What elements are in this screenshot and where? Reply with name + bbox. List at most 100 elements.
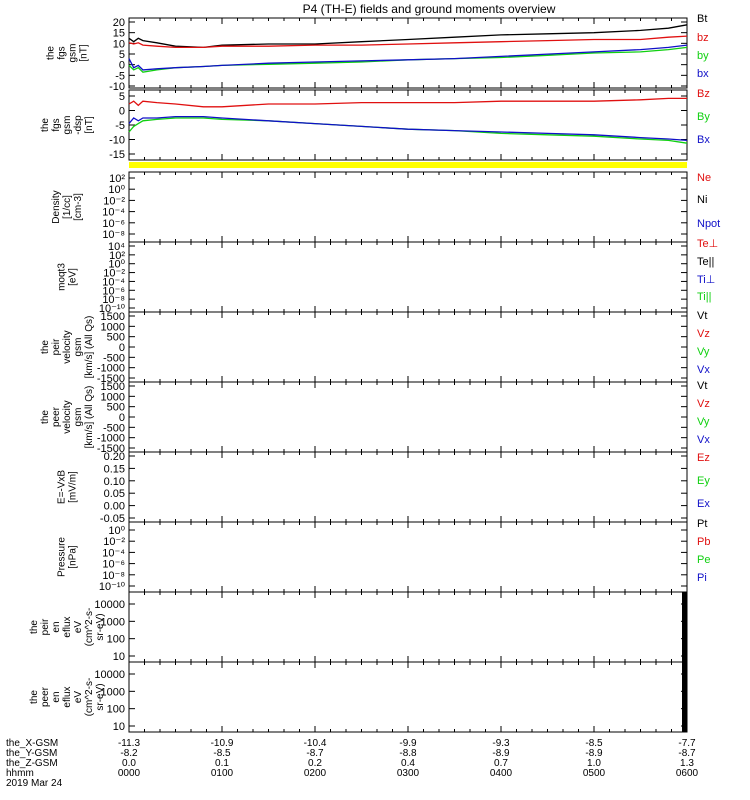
x-tick-value: -10.9 — [211, 738, 234, 749]
y-tick-label: 100 — [107, 704, 125, 716]
y-tick-label: 100 — [107, 634, 125, 646]
y-tick-label: 500 — [107, 402, 125, 414]
y-tick-label: 10000 — [94, 599, 125, 611]
y-tick-label: -0.05 — [100, 513, 125, 525]
y-axis-label: the — [40, 410, 51, 424]
legend-Pe: Pe — [697, 554, 710, 566]
legend-Vx: Vx — [697, 364, 710, 376]
y-tick-label: 15 — [113, 28, 125, 40]
y-tick-label: 10⁻⁸ — [102, 229, 125, 241]
y-tick-label: 10⁻⁸ — [102, 294, 125, 306]
panel-2: -15 -10 -5 0 5 the fgs gsm -dsp [nT] Bz By Bx — [40, 88, 710, 161]
series-line-by — [128, 117, 688, 144]
y-axis-label: Density — [51, 190, 62, 223]
legend-Ne: Ne — [697, 172, 711, 184]
y-tick-label: 10 — [113, 38, 125, 50]
y-tick-label: 10⁻² — [103, 536, 125, 548]
legend-Pb: Pb — [697, 536, 710, 548]
y-tick-label: 10 — [113, 651, 125, 663]
y-tick-label: -1000 — [97, 433, 125, 445]
y-tick-label: 1000 — [101, 321, 125, 333]
x-tick-value: 0600 — [676, 768, 699, 779]
x-tick-value: -8.7 — [306, 748, 324, 759]
legend-Bz: Bz — [697, 88, 710, 100]
legend-Vt: Vt — [697, 310, 707, 322]
x-tick-value: 0.0 — [122, 758, 136, 769]
y-axis-label: gsm — [68, 44, 79, 63]
x-tick-value: 0300 — [397, 768, 420, 779]
y-axis-label: peer — [40, 686, 51, 707]
series-line-by — [128, 46, 688, 73]
y-axis-label: the — [40, 340, 51, 354]
legend-Vy: Vy — [697, 416, 710, 428]
y-axis-label: the — [29, 690, 40, 704]
legend-Ti⊥: Ti⊥ — [697, 274, 715, 286]
panel-9: 10 100 1000 10000 the peir en eflux eV (cm^2-s-sr… — [29, 591, 688, 663]
legend-bx: bx — [697, 68, 709, 80]
x-row-label: the_Z-GSM — [6, 758, 58, 769]
y-axis-label: [cm-3] — [73, 193, 84, 221]
y-tick-label: 5 — [119, 49, 125, 61]
y-axis-label: [eV] — [68, 268, 79, 286]
y-axis-label: moqt3 — [57, 263, 68, 291]
y-tick-label: 10000 — [94, 669, 125, 681]
panel-frame — [128, 241, 688, 313]
y-tick-label: 10⁴ — [108, 241, 125, 253]
y-axis-label: -dsp — [73, 115, 84, 135]
y-axis-label: velocity — [62, 400, 73, 433]
y-axis-label: gsm — [73, 408, 84, 427]
y-axis-label: the — [40, 118, 51, 132]
y-axis-label: fgs — [57, 46, 68, 59]
y-tick-label: 10⁰ — [108, 184, 125, 196]
y-tick-label: -500 — [103, 352, 125, 364]
x-tick-value: -8.9 — [492, 748, 510, 759]
legend-Pt: Pt — [697, 518, 707, 530]
y-tick-label: 10⁻⁶ — [102, 285, 125, 297]
legend-By: By — [697, 111, 710, 123]
y-axis-label: velocity — [62, 330, 73, 363]
y-axis-label: eV — [73, 621, 84, 634]
y-tick-label: 0.20 — [104, 451, 125, 463]
legend-Vy: Vy — [697, 346, 710, 358]
x-tick-value: 1.3 — [680, 758, 694, 769]
y-tick-label: 10⁻⁸ — [102, 570, 125, 582]
x-tick-value: 0.7 — [494, 758, 508, 769]
legend-Vz: Vz — [697, 328, 710, 340]
y-tick-label: -10 — [109, 135, 125, 147]
y-axis-label: sr-eV) — [95, 683, 106, 710]
y-tick-label: 0.05 — [104, 488, 125, 500]
y-axis-label: [nT] — [84, 116, 95, 133]
legend-Vz: Vz — [697, 398, 710, 410]
y-axis-label: gsm — [62, 116, 73, 135]
y-tick-label: 10⁻² — [103, 268, 125, 280]
legend-Bt: Bt — [697, 13, 707, 25]
y-tick-label: 5 — [119, 91, 125, 103]
y-axis-label: eflux — [62, 686, 73, 707]
series-line-bx — [128, 115, 688, 142]
y-tick-label: -1500 — [97, 443, 125, 455]
y-axis-label: E=-VxB — [57, 470, 68, 505]
y-axis-label: peer — [51, 406, 62, 427]
y-axis-label: [mV/m] — [68, 471, 79, 503]
legend-Ex: Ex — [697, 498, 710, 510]
y-axis-label: [nT] — [79, 44, 90, 61]
x-tick-value: -8.7 — [678, 748, 696, 759]
y-axis-label: en — [51, 691, 62, 702]
legend-Bx: Bx — [697, 134, 710, 146]
panel-frame — [128, 311, 688, 383]
y-tick-label: 20 — [113, 17, 125, 29]
legend-Pi: Pi — [697, 572, 707, 584]
y-axis-label: [1/cc] — [62, 195, 73, 219]
y-tick-label: 1500 — [101, 381, 125, 393]
y-tick-label: -5 — [115, 120, 125, 132]
x-tick-value: -7.7 — [678, 738, 696, 749]
y-axis-label: sr-eV) — [95, 613, 106, 640]
y-axis-label: (cm^2-s- — [84, 678, 95, 717]
